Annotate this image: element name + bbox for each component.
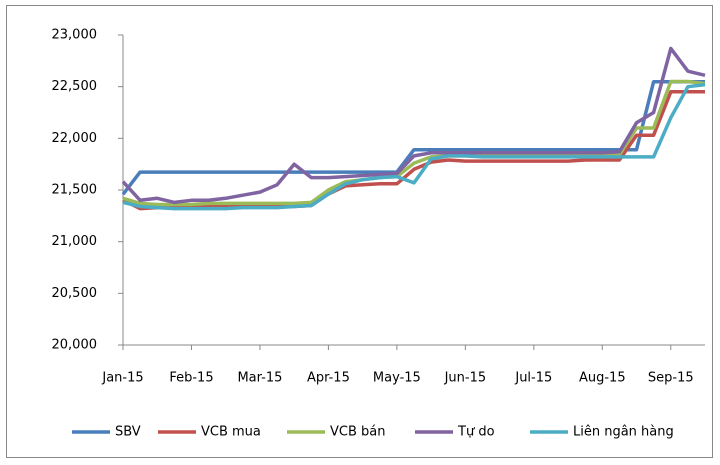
y-tick-label: 20,500: [52, 286, 98, 301]
x-tick-label: Sep-15: [648, 371, 694, 386]
y-tick-label: 21,500: [52, 183, 98, 198]
series-line: [122, 90, 705, 211]
x-tick-label: Mar-15: [237, 371, 282, 386]
x-tick-label: Jun-15: [444, 371, 487, 386]
legend-label: SBV: [115, 425, 141, 440]
series-line: [122, 79, 706, 207]
x-tick-label: Apr-15: [307, 371, 350, 386]
x-tick-label: Jan-15: [101, 371, 143, 386]
legend-label: Tự do: [457, 425, 495, 440]
legend-label: VCB bán: [330, 425, 385, 440]
series-line: [121, 80, 705, 196]
y-tick-label: 20,000: [52, 338, 98, 353]
x-tick-label: May-15: [373, 371, 421, 386]
x-tick-label: Aug-15: [579, 371, 626, 386]
y-tick-label: 22,000: [52, 131, 98, 146]
chart-frame: [6, 5, 713, 458]
x-tick-label: Jul-15: [514, 371, 552, 386]
legend-label: VCB mua: [201, 425, 261, 440]
x-tick-label: Feb-15: [169, 371, 213, 386]
y-tick-label: 21,000: [52, 234, 98, 249]
y-tick-label: 23,000: [52, 28, 98, 43]
y-tick-label: 22,500: [52, 79, 98, 94]
series-line: [121, 46, 706, 205]
legend-label: Liên ngân hàng: [573, 425, 674, 440]
series-line: [122, 82, 706, 211]
